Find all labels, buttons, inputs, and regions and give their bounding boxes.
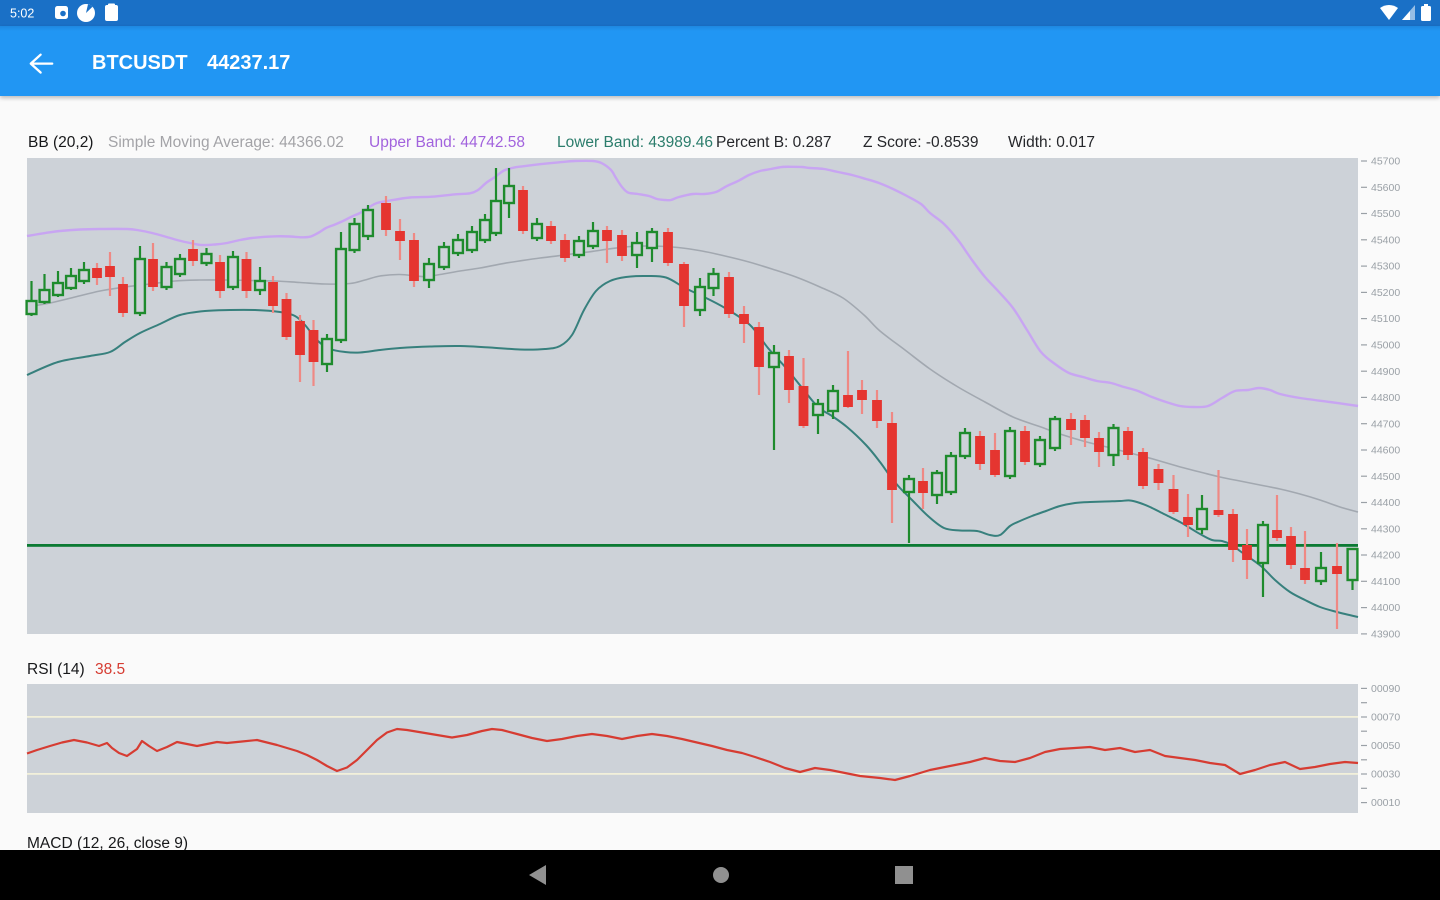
svg-text:44600: 44600	[1371, 445, 1400, 457]
svg-text:45700: 45700	[1371, 156, 1400, 168]
svg-text:5:02: 5:02	[10, 7, 34, 21]
svg-text:44900: 44900	[1371, 366, 1400, 378]
svg-text:44100: 44100	[1371, 576, 1400, 588]
svg-text:44300: 44300	[1371, 523, 1400, 535]
svg-text:45200: 45200	[1371, 287, 1400, 299]
svg-text:45000: 45000	[1371, 340, 1400, 352]
svg-text:43900: 43900	[1371, 629, 1400, 641]
svg-text:44700: 44700	[1371, 418, 1400, 430]
svg-text:44000: 44000	[1371, 602, 1400, 614]
svg-text:00010: 00010	[1371, 797, 1400, 809]
svg-text:44200: 44200	[1371, 550, 1400, 562]
svg-text:45400: 45400	[1371, 234, 1400, 246]
svg-text:00030: 00030	[1371, 769, 1400, 781]
svg-text:00070: 00070	[1371, 712, 1400, 724]
svg-text:44800: 44800	[1371, 392, 1400, 404]
svg-text:44400: 44400	[1371, 497, 1400, 509]
svg-text:00050: 00050	[1371, 740, 1400, 752]
svg-text:45100: 45100	[1371, 313, 1400, 325]
svg-text:45500: 45500	[1371, 208, 1400, 220]
svg-text:45300: 45300	[1371, 261, 1400, 273]
svg-text:44500: 44500	[1371, 471, 1400, 483]
svg-text:00090: 00090	[1371, 683, 1400, 695]
svg-text:45600: 45600	[1371, 182, 1400, 194]
